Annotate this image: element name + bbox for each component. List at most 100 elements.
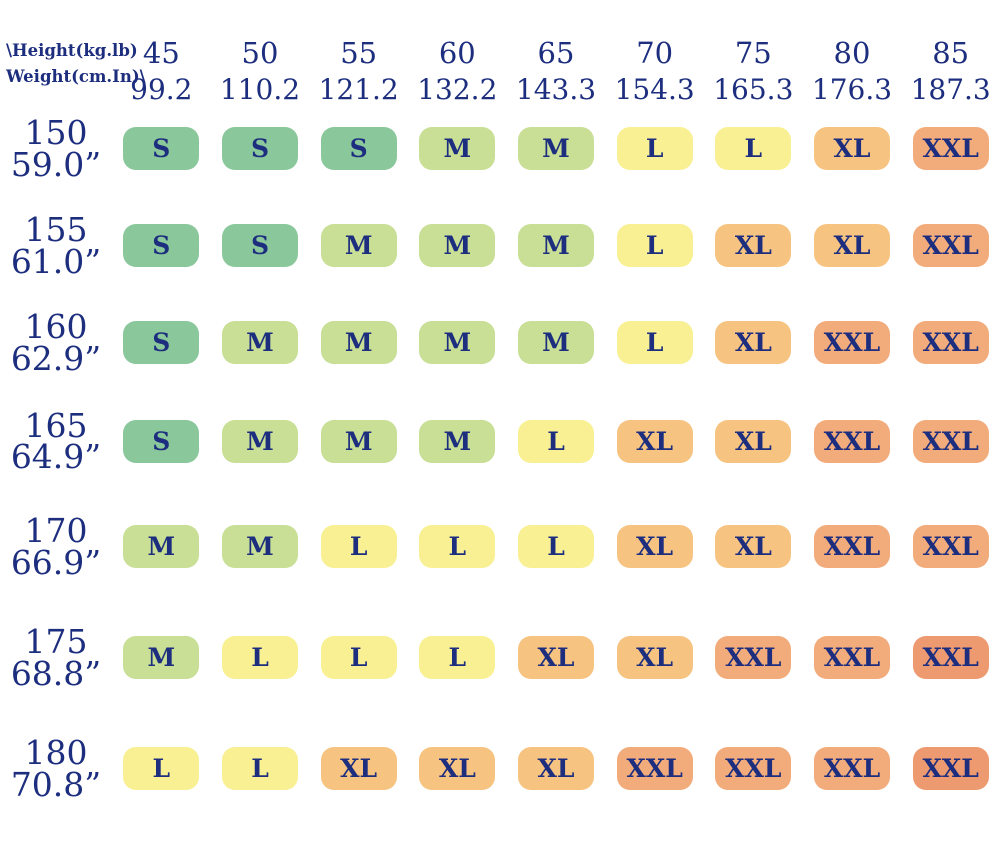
row-label: 170 66.9” xyxy=(0,511,112,579)
table-cell: M xyxy=(112,636,211,679)
column-header: 45 99.2 xyxy=(112,38,211,105)
weight-kg-label: 80 xyxy=(833,36,871,70)
table-cell: XXL xyxy=(901,636,1000,679)
size-pill: M xyxy=(320,419,397,463)
table-cell: XXL xyxy=(901,127,1000,170)
weight-lb-label: 132.2 xyxy=(417,73,498,107)
table-cell: XXL xyxy=(901,321,1000,364)
height-in-label: 59.0” xyxy=(10,144,102,184)
row-label: 150 59.0” xyxy=(0,116,112,184)
size-pill: L xyxy=(715,127,792,170)
table-cell: M xyxy=(408,321,507,364)
weight-kg-label: 85 xyxy=(932,36,970,70)
table-cell: XXL xyxy=(901,525,1000,568)
table-cell: M xyxy=(507,224,606,267)
header-row: \Height(kg.lb) Weight(cm.In)\ 45 99.2 50 11… xyxy=(0,0,1000,105)
size-pill: S xyxy=(123,224,200,267)
size-pill: M xyxy=(221,525,298,568)
height-cm-label: 165 xyxy=(24,405,88,445)
size-pill: L xyxy=(419,525,496,568)
weight-lb-label: 110.2 xyxy=(219,73,301,107)
height-in-label: 68.8” xyxy=(10,653,102,693)
table-row: 150 59.0” S S S M M L L XL XXL xyxy=(0,100,1000,197)
table-row: 160 62.9” S M M M M L XL XXL XXL xyxy=(0,294,1000,391)
table-row: 155 61.0” S S M M M L XL XL XXL xyxy=(0,197,1000,294)
size-pill: XXL xyxy=(813,419,890,463)
size-pill: L xyxy=(221,636,298,679)
height-cm-label: 180 xyxy=(24,733,88,773)
weight-lb-label: 99.2 xyxy=(130,73,193,107)
weight-lb-label: 154.3 xyxy=(614,73,695,107)
size-pill: S xyxy=(123,321,200,364)
size-pill: XXL xyxy=(912,747,989,790)
size-pill: XXL xyxy=(616,747,693,790)
table-cell: L xyxy=(112,747,211,790)
size-pill: XXL xyxy=(912,321,989,364)
weight-kg-label: 60 xyxy=(438,36,476,70)
size-pill: M xyxy=(123,636,200,679)
height-in-label: 62.9” xyxy=(10,338,102,378)
size-pill: L xyxy=(616,127,693,170)
table-cell: XXL xyxy=(901,224,1000,267)
table-cell: XXL xyxy=(803,321,902,364)
size-pill: XL xyxy=(715,224,792,267)
size-pill: S xyxy=(123,419,200,463)
table-cell: M xyxy=(309,224,408,267)
weight-lb-label: 165.3 xyxy=(713,73,794,107)
table-cell: M xyxy=(211,419,310,463)
size-pill: L xyxy=(517,419,594,463)
table-cell: S xyxy=(309,127,408,170)
size-pill: M xyxy=(419,419,496,463)
table-row: 180 70.8” L L XL XL XL XXL XXL XXL XXL xyxy=(0,713,1000,824)
row-label: 175 68.8” xyxy=(0,625,112,693)
size-pill: S xyxy=(221,224,298,267)
size-pill: XL xyxy=(715,321,792,364)
size-pill: M xyxy=(320,321,397,364)
table-cell: M xyxy=(408,127,507,170)
size-pill: XXL xyxy=(813,747,890,790)
table-row: 170 66.9” M M L L L XL XL XXL XXL xyxy=(0,491,1000,602)
size-pill: XXL xyxy=(912,525,989,568)
table-cell: XXL xyxy=(605,747,704,790)
corner-label: \Height(kg.lb) Weight(cm.In)\ xyxy=(0,38,146,91)
size-pill: XXL xyxy=(912,636,989,679)
size-pill: S xyxy=(320,127,397,170)
table-cell: XXL xyxy=(901,747,1000,790)
table-cell: XL xyxy=(803,224,902,267)
table-cell: L xyxy=(507,419,606,463)
table-cell: XL xyxy=(507,747,606,790)
weight-kg-label: 45 xyxy=(142,36,180,70)
column-header: 75 165.3 xyxy=(704,38,803,105)
table-cell: S xyxy=(112,321,211,364)
row-label: 155 61.0” xyxy=(0,213,112,278)
table-cell: XXL xyxy=(704,636,803,679)
size-pill: XXL xyxy=(813,321,890,364)
size-pill: XL xyxy=(320,747,397,790)
row-label: 165 64.9” xyxy=(0,405,112,476)
column-header: 80 176.3 xyxy=(803,38,902,105)
size-pill: XL xyxy=(616,636,693,679)
table-cell: L xyxy=(408,636,507,679)
size-pill: S xyxy=(123,127,200,170)
height-cm-label: 170 xyxy=(24,511,88,551)
weight-kg-label: 50 xyxy=(241,36,279,70)
table-cell: S xyxy=(211,127,310,170)
size-pill: M xyxy=(419,321,496,364)
table-cell: XXL xyxy=(803,525,902,568)
size-pill: L xyxy=(616,224,693,267)
column-header: 85 187.3 xyxy=(901,38,1000,105)
size-pill: XXL xyxy=(813,636,890,679)
table-cell: XL xyxy=(605,636,704,679)
size-pill: L xyxy=(320,525,397,568)
size-pill: L xyxy=(419,636,496,679)
table-row: 165 64.9” S M M M L XL XL XXL XXL xyxy=(0,391,1000,491)
table-cell: XL xyxy=(605,419,704,463)
corner-line-weight: Weight(cm.In)\ xyxy=(6,67,146,87)
weight-lb-label: 121.2 xyxy=(318,73,399,107)
table-cell: S xyxy=(112,127,211,170)
height-in-label: 64.9” xyxy=(10,437,102,476)
table-cell: L xyxy=(605,321,704,364)
table-cell: S xyxy=(211,224,310,267)
size-pill: XXL xyxy=(813,525,890,568)
